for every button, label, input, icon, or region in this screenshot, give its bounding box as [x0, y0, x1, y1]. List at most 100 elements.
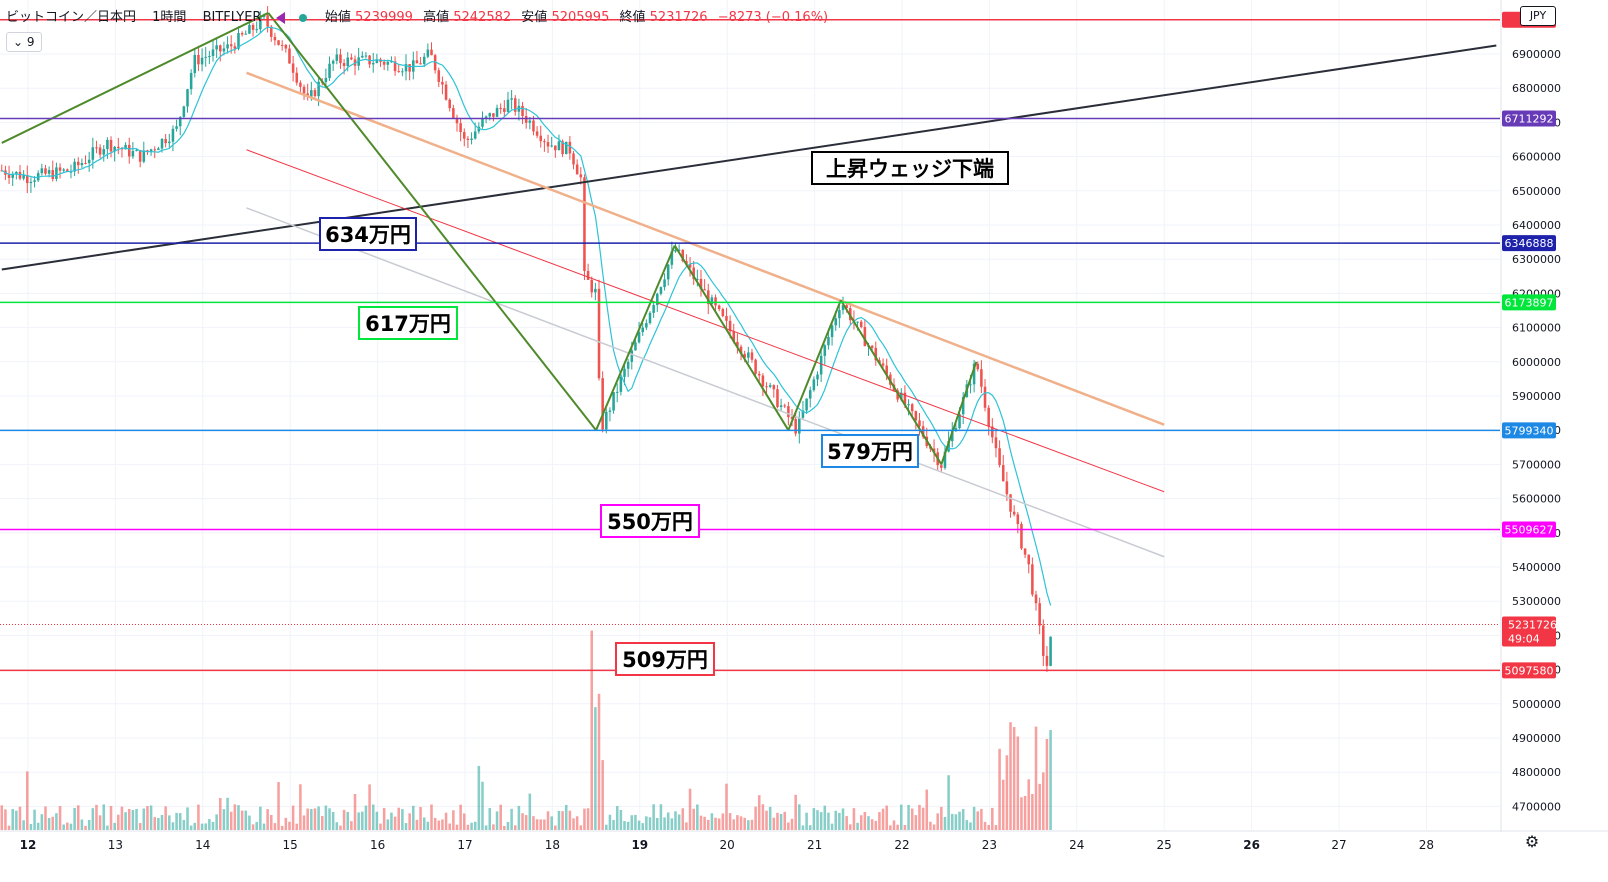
volume-bar: [277, 782, 280, 830]
zigzag-segment: [1, 12, 269, 144]
time-tick-label: 19: [631, 838, 648, 852]
volume-bar: [157, 817, 160, 830]
volume-bar: [477, 765, 481, 830]
volume-bar: [459, 804, 462, 830]
price-tick-label: 5600000: [1512, 493, 1561, 506]
volume-bar: [441, 819, 444, 830]
volume-bar: [652, 804, 655, 830]
candle-body: [117, 146, 120, 149]
candle-body: [149, 149, 153, 153]
volume-bar: [572, 818, 575, 830]
volume-bar: [524, 815, 528, 830]
candle-body: [269, 26, 273, 37]
volume-bar: [950, 813, 954, 830]
candle-body: [506, 99, 510, 112]
candle-body: [725, 316, 728, 321]
candle-body: [11, 174, 14, 178]
candle-body: [605, 411, 608, 430]
candle-body: [98, 147, 102, 155]
volume-bar: [142, 808, 146, 830]
volume-bar: [259, 806, 262, 830]
candle-body: [648, 312, 652, 324]
candle-body: [466, 138, 470, 140]
candle-body: [768, 385, 772, 387]
price-axis-level-label: 6173897: [1502, 294, 1556, 311]
volume-bar: [0, 805, 4, 830]
candle-body: [921, 426, 925, 437]
candle-body: [1049, 636, 1052, 666]
candle-body: [728, 320, 732, 332]
volume-bar: [11, 809, 14, 830]
volume-bar: [808, 825, 812, 830]
candle-body: [703, 289, 706, 291]
candle-body: [404, 64, 408, 72]
volume-bar: [765, 810, 768, 830]
volume-bar: [295, 823, 299, 830]
candle-body: [794, 419, 797, 434]
candle-body: [175, 126, 178, 129]
candle-body: [259, 17, 262, 30]
volume-bars: [0, 630, 1052, 830]
candle-body: [124, 144, 127, 150]
volume-bar: [342, 809, 346, 830]
candle-body: [109, 139, 113, 152]
candle-body: [408, 64, 411, 72]
volume-bar: [874, 820, 878, 830]
volume-bar: [608, 814, 612, 830]
volume-bar: [849, 824, 852, 830]
indicator-toggle[interactable]: ⌄ 9: [6, 32, 42, 52]
candle-body: [284, 44, 288, 49]
volume-bar: [266, 809, 269, 830]
interval-label[interactable]: 1時間: [152, 10, 187, 25]
volume-bar: [706, 819, 710, 830]
candle-body: [885, 365, 888, 375]
gear-icon[interactable]: ⚙: [1524, 832, 1540, 851]
candle-body: [612, 392, 615, 411]
annotation-text: 550万円: [607, 510, 693, 534]
candle-body: [747, 352, 750, 358]
volume-bar: [805, 812, 808, 830]
volume-bar: [408, 813, 411, 830]
candle-body: [528, 120, 532, 123]
candle-body: [637, 332, 641, 343]
candle-body: [969, 384, 972, 386]
volume-bar: [801, 825, 805, 830]
candle-body: [153, 149, 157, 151]
flag-icon[interactable]: [275, 11, 285, 24]
price-tick-label: 5000000: [1512, 698, 1561, 711]
candle-body: [564, 141, 568, 155]
candle-body: [229, 44, 233, 47]
candle-body: [823, 345, 827, 356]
volume-bar: [51, 816, 55, 830]
symbol-name[interactable]: ビットコイン／日本円: [6, 10, 137, 25]
volume-bar: [980, 808, 983, 830]
candle-body: [972, 363, 976, 385]
candle-body: [76, 161, 80, 166]
volume-bar: [437, 820, 441, 830]
candle-body: [44, 168, 47, 174]
candle-body: [339, 54, 342, 64]
candle-body: [55, 167, 58, 179]
volume-bar: [575, 816, 579, 830]
candle-body: [524, 116, 528, 123]
volume-bar: [153, 817, 157, 830]
candle-body: [288, 48, 291, 64]
candle-body: [834, 318, 837, 326]
annotation-text: 634万円: [325, 223, 411, 247]
lower-channel-line: [246, 207, 1165, 558]
wedge-lower-trendline: [1, 44, 1497, 271]
volume-bar: [510, 808, 513, 830]
volume-bar: [120, 806, 124, 830]
candle-body: [808, 390, 812, 399]
volume-bar: [189, 825, 193, 830]
volume-bar: [546, 811, 550, 830]
candle-body: [980, 369, 983, 387]
volume-bar: [204, 823, 207, 830]
time-tick-label: 25: [1157, 838, 1172, 852]
candle-body: [932, 448, 936, 453]
volume-bar: [379, 823, 382, 830]
candle-body: [510, 98, 513, 100]
currency-badge[interactable]: JPY: [1520, 6, 1556, 26]
